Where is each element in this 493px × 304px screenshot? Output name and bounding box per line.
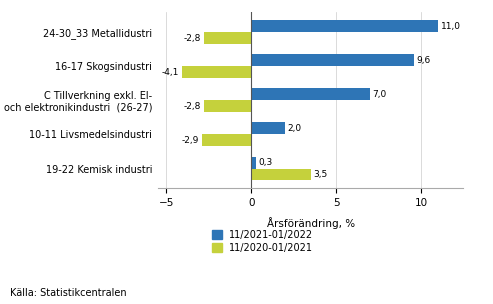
Bar (181, 66, 251, 78)
Text: 11,0: 11,0 (441, 22, 460, 31)
Text: 2,0: 2,0 (287, 124, 302, 133)
Bar (251, 54, 414, 66)
Text: 0,3: 0,3 (259, 158, 273, 167)
Legend: 11/2021-01/2022, 11/2020-01/2021: 11/2021-01/2022, 11/2020-01/2021 (212, 230, 314, 253)
Bar (251, 157, 256, 168)
Text: 3,5: 3,5 (313, 170, 327, 179)
Text: Källa: Statistikcentralen: Källa: Statistikcentralen (10, 288, 127, 298)
Bar (202, 134, 251, 146)
Text: Årsförändring, %: Årsförändring, % (267, 217, 354, 229)
Bar (251, 168, 311, 181)
Bar (204, 100, 251, 112)
Bar (251, 123, 285, 134)
Text: -2,8: -2,8 (184, 33, 201, 43)
Bar (251, 88, 370, 100)
Text: -4,1: -4,1 (162, 68, 179, 77)
Bar (204, 32, 251, 44)
Text: -2,9: -2,9 (182, 136, 199, 145)
Text: 7,0: 7,0 (373, 90, 387, 99)
Text: -2,8: -2,8 (184, 102, 201, 111)
Bar (251, 20, 438, 32)
Text: 9,6: 9,6 (417, 56, 431, 65)
